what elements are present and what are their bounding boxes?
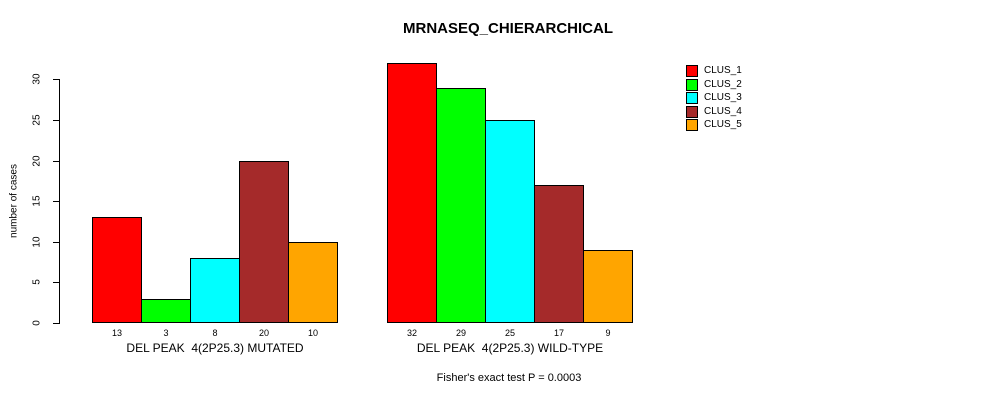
bar-value-label: 29	[455, 328, 467, 338]
legend-label: CLUS_2	[704, 78, 742, 90]
bar-value-label: 17	[553, 328, 565, 338]
bar-clus_3-group1	[190, 258, 240, 323]
bar-value-label: 32	[406, 328, 418, 338]
bar-value-label: 9	[605, 328, 611, 338]
bar-clus_4-group1	[239, 161, 289, 323]
y-axis-line	[59, 79, 60, 324]
y-axis-tick	[53, 282, 59, 283]
y-axis-tick-label: 5	[31, 279, 43, 285]
legend-swatch-icon	[686, 78, 698, 91]
bar-clus_1-group2	[387, 63, 437, 323]
bar-value-label: 8	[212, 328, 218, 338]
y-axis-tick	[53, 201, 59, 202]
y-axis-tick-label: 15	[31, 195, 43, 207]
bar-clus_5-group2	[583, 250, 633, 323]
bar-value-label: 10	[307, 328, 319, 338]
legend-item-clus_1: CLUS_1	[686, 65, 742, 77]
bar-clus_4-group2	[534, 185, 584, 323]
y-axis-tick	[53, 79, 59, 80]
y-axis-tick	[53, 323, 59, 324]
legend: CLUS_1 CLUS_2 CLUS_3 CLUS_4 CLUS_5	[686, 65, 742, 133]
bar-clus_5-group1	[288, 242, 338, 323]
legend-item-clus_3: CLUS_3	[686, 92, 742, 105]
y-axis-tick-label: 30	[31, 73, 43, 85]
y-axis-tick-label: 0	[31, 320, 43, 326]
legend-swatch-icon	[686, 119, 698, 132]
legend-label: CLUS_1	[704, 65, 742, 76]
group-label: DEL PEAK 4(2P25.3) MUTATED	[126, 341, 304, 355]
bar-clus_1-group1	[92, 217, 142, 323]
chart-title: MRNASEQ_CHIERARCHICAL	[402, 20, 614, 37]
bar-clus_3-group2	[485, 120, 535, 323]
y-axis-tick	[53, 120, 59, 121]
legend-item-clus_4: CLUS_4	[686, 105, 742, 118]
bar-value-label: 13	[111, 328, 123, 338]
y-axis-title: number of cases	[8, 164, 20, 238]
bar-clus_2-group1	[141, 299, 191, 323]
y-axis-tick-label: 10	[31, 236, 43, 248]
legend-item-clus_2: CLUS_2	[686, 78, 742, 91]
legend-swatch-icon	[686, 65, 698, 77]
bar-value-label: 20	[258, 328, 270, 338]
legend-label: CLUS_5	[704, 119, 742, 131]
bar-clus_2-group2	[436, 88, 486, 323]
bar-value-label: 3	[163, 328, 169, 338]
group-label: DEL PEAK 4(2P25.3) WILD-TYPE	[416, 341, 604, 355]
legend-swatch-icon	[686, 105, 698, 118]
annotation-text: Fisher's exact test P = 0.0003	[436, 372, 582, 384]
y-axis-tick-label: 25	[31, 114, 43, 126]
legend-label: CLUS_4	[704, 105, 742, 117]
y-axis-tick	[53, 242, 59, 243]
legend-swatch-icon	[686, 92, 698, 105]
y-axis-tick	[53, 161, 59, 162]
legend-label: CLUS_3	[704, 92, 742, 104]
bar-value-label: 25	[504, 328, 516, 338]
y-axis-tick-label: 20	[31, 155, 43, 167]
legend-item-clus_5: CLUS_5	[686, 119, 742, 132]
